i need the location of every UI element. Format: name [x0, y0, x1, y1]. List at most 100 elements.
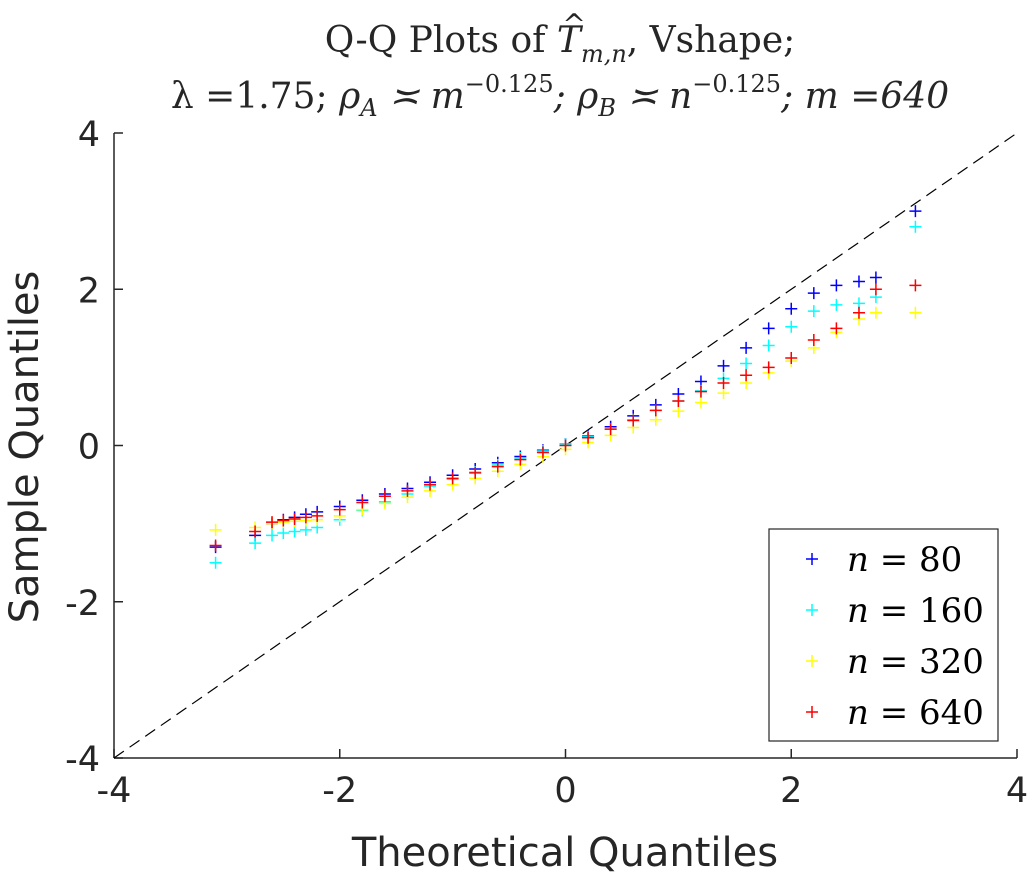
- legend-label-var: n: [847, 642, 880, 682]
- series-2: [209, 306, 922, 536]
- y-axis-label: Sample Quantiles: [2, 271, 48, 624]
- y-tick-label: 2: [78, 271, 100, 311]
- data-point: [627, 414, 640, 427]
- legend-box: [768, 528, 999, 742]
- data-point: [249, 525, 262, 538]
- legend-label: n = 80: [847, 540, 962, 580]
- data-point: [785, 302, 798, 315]
- data-point: [604, 423, 617, 436]
- legend-marker: [806, 655, 818, 667]
- data-point: [785, 352, 798, 364]
- reference-line-group: [113, 132, 1018, 759]
- data-point: [694, 396, 707, 409]
- data-point: [649, 404, 662, 417]
- y-tick-label: -2: [65, 584, 100, 624]
- data-point: [830, 298, 843, 311]
- data-point: [909, 279, 922, 292]
- legend-label: n = 640: [847, 693, 984, 733]
- legend-marker: [806, 604, 818, 616]
- data-point: [491, 460, 504, 473]
- x-tick-label: 0: [554, 771, 576, 811]
- legend-label-value: = 640: [880, 693, 984, 733]
- legend-label-var: n: [847, 540, 880, 580]
- data-point: [740, 357, 753, 370]
- title-symbol: T: [557, 20, 584, 61]
- series-3: [209, 279, 922, 552]
- x-tick-label: -4: [97, 771, 132, 811]
- subtitle-rhoB-base: ; ρ: [553, 76, 599, 117]
- data-point: [762, 322, 775, 335]
- data-point: [469, 466, 482, 479]
- data-point: [909, 306, 922, 319]
- y-tick-label: 0: [78, 428, 100, 468]
- data-point: [446, 472, 459, 485]
- svg-text:Q-Q Plots of Tm,n, Vshape;: Q-Q Plots of Tm,n, Vshape;: [325, 20, 796, 68]
- data-point: [762, 339, 775, 352]
- legend-label: n = 160: [847, 591, 984, 631]
- subtitle-rhoA-rel: ≍ m: [378, 76, 465, 117]
- data-point: [209, 523, 222, 536]
- x-tick-label: -2: [322, 771, 357, 811]
- title-suffix: , Vshape;: [627, 20, 796, 61]
- data-point: [740, 341, 753, 354]
- data-point: [277, 514, 290, 527]
- data-point: [672, 405, 685, 418]
- x-tick-label: 2: [780, 771, 802, 811]
- data-point: [266, 516, 279, 529]
- data-point: [785, 320, 798, 333]
- y-tick-label: -4: [65, 740, 100, 780]
- data-point: [807, 305, 820, 318]
- data-point: [909, 205, 922, 218]
- data-point: [299, 511, 312, 524]
- data-point: [740, 369, 753, 382]
- data-point: [288, 512, 301, 525]
- data-point: [249, 537, 262, 550]
- title-hat: ^: [562, 8, 585, 41]
- subtitle-rhoB-exp: −0.125: [692, 70, 781, 98]
- title-prefix: Q-Q Plots of: [325, 20, 557, 61]
- subtitle-rhoA-sub: A: [358, 94, 377, 122]
- data-point: [869, 283, 882, 296]
- series-0: [209, 205, 922, 554]
- data-point: [717, 377, 730, 389]
- x-axis-label: Theoretical Quantiles: [351, 830, 778, 876]
- data-point: [830, 279, 843, 292]
- data-point: [582, 431, 595, 444]
- y-tick-label: 4: [78, 115, 100, 155]
- x-tick-label: 4: [1006, 771, 1028, 811]
- data-points: [209, 205, 922, 569]
- data-point: [762, 361, 775, 374]
- subtitle-lambda: λ =1.75;: [171, 76, 328, 117]
- data-point: [311, 509, 324, 522]
- legend-label-var: n: [847, 693, 880, 733]
- reference-line: [113, 132, 1018, 759]
- subtitle-rhoB-rel: ≍ n: [616, 76, 692, 117]
- data-point: [672, 394, 685, 407]
- data-point: [288, 525, 301, 538]
- data-point: [852, 275, 865, 288]
- axes: -4 -2 0 2 4 -4 -2 0 2 4: [65, 115, 1028, 811]
- data-point: [869, 271, 882, 284]
- data-point: [401, 484, 414, 497]
- legend-label: n = 320: [847, 642, 984, 682]
- legend-label-value: = 80: [880, 540, 963, 580]
- data-point: [559, 439, 572, 452]
- data-point: [424, 478, 437, 491]
- data-point: [356, 496, 369, 509]
- data-point: [277, 527, 290, 539]
- data-point: [536, 446, 549, 459]
- data-point: [209, 539, 222, 552]
- data-point: [830, 322, 843, 335]
- legend-marker: [806, 553, 818, 565]
- chart-subtitle: λ =1.75; ρA ≍ m−0.125; ρB ≍ n−0.125; m =…: [171, 70, 949, 122]
- data-point: [333, 503, 346, 516]
- legend-label-value: = 320: [880, 642, 984, 682]
- data-point: [717, 387, 730, 400]
- data-point: [909, 220, 922, 233]
- legend-label-value: = 160: [880, 591, 984, 631]
- subtitle-rhoB-sub: B: [597, 94, 616, 122]
- data-point: [514, 453, 527, 466]
- data-point: [807, 334, 820, 347]
